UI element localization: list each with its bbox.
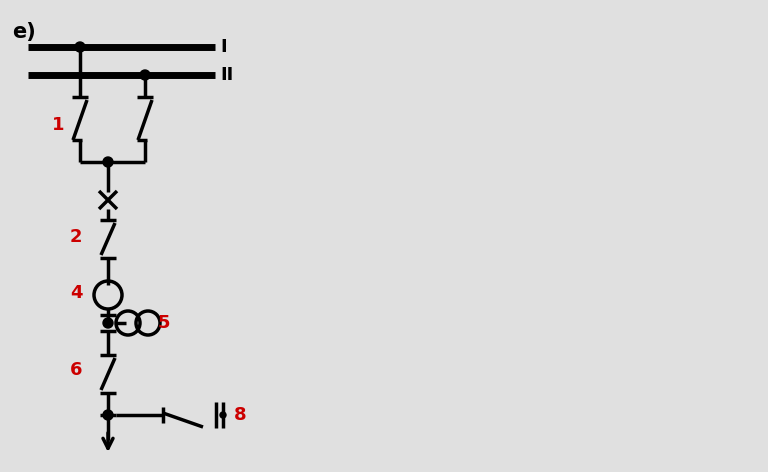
Text: 1: 1 <box>51 116 65 134</box>
Text: 2: 2 <box>70 228 82 246</box>
Circle shape <box>103 318 113 328</box>
Circle shape <box>103 157 113 167</box>
Text: II: II <box>220 66 233 84</box>
Text: 6: 6 <box>70 361 82 379</box>
Circle shape <box>75 42 85 52</box>
Circle shape <box>220 412 226 418</box>
Text: e): e) <box>12 22 36 42</box>
Text: I: I <box>220 38 227 56</box>
Text: 5: 5 <box>158 314 170 332</box>
Text: 4: 4 <box>70 284 82 302</box>
Circle shape <box>103 410 113 420</box>
Text: 8: 8 <box>234 406 247 424</box>
Circle shape <box>140 70 150 80</box>
